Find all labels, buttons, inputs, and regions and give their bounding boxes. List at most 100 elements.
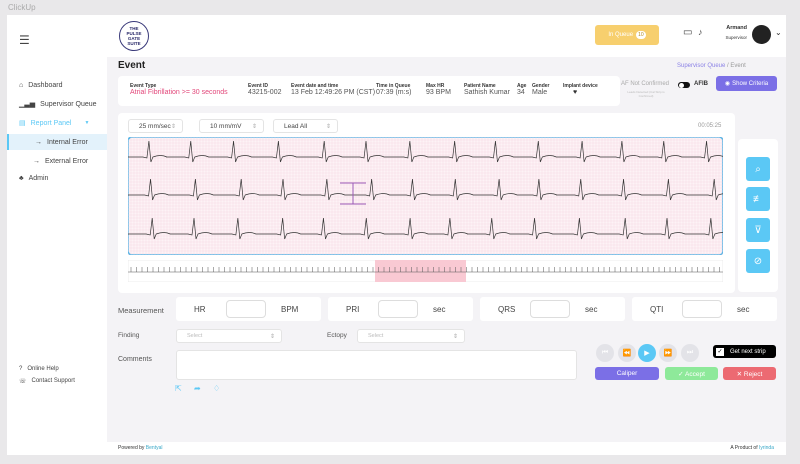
event-field: Event Type Atrial Fibrillation >= 30 seco… [130,83,228,96]
event-field-label: Patient Name [464,83,496,89]
event-info-card: Event Type Atrial Fibrillation >= 30 seco… [118,76,620,106]
caliper-button[interactable]: Caliper [595,367,659,380]
message-icon[interactable]: ▭ [683,27,693,38]
sidebar-item-admin[interactable]: ♣ Admin [7,170,107,186]
af-status: AF Not Confirmed [621,81,670,87]
get-next-strip-checkbox[interactable]: ✓ Get next strip [713,345,776,358]
breadcrumb-link[interactable]: Supervisor Queue [677,63,726,69]
in-queue-label: In Queue [608,32,634,38]
event-field-label: Event Type [130,83,157,89]
app-window: ☰ ⌂ Dashboard ▁▃▅ Supervisor Queue ▤ Report… [7,15,786,455]
event-field: Event date and time 13 Feb 12:49:26 PM (C… [291,83,375,96]
breadcrumb-separator: / [725,63,731,69]
org-chart-icon: ♣ [19,174,24,182]
finding-placeholder: Select [187,333,203,339]
ectopy-select[interactable]: Select ⇕ [357,329,465,343]
skip-end-icon[interactable]: ⏭ [681,344,699,362]
in-queue-button[interactable]: In Queue 10 [595,25,659,45]
sidebar-item-label: Dashboard [28,81,63,89]
online-help-link[interactable]: ? Online Help [7,361,107,377]
ecg-grid-bg [128,137,723,255]
fast-forward-icon[interactable]: ⏩ [659,344,677,362]
event-field-value: Atrial Fibrillation >= 30 seconds [130,89,228,96]
measure-unit: BPM [281,305,299,314]
home-icon: ⌂ [19,81,24,89]
sidebar-item-dashboard[interactable]: ⌂ Dashboard [7,77,107,93]
event-field-label: Event ID [248,83,269,89]
event-field-label: Age [517,83,527,89]
event-field-value: 07:39 (m:s) [376,89,412,96]
sidebar-item-label: Internal Error [47,138,88,146]
measure-name: QTI [650,305,664,314]
help-icon: ? [19,366,23,372]
ecg-trace [128,217,723,240]
overview-selection[interactable] [375,260,466,282]
sidebar-item-external-error[interactable]: → External Error [7,153,107,169]
eye-icon: ◉ [724,81,731,87]
export-icon[interactable]: ⇱ [175,384,182,393]
hr-input[interactable] [226,300,266,318]
event-field-label: Gender [532,83,550,89]
filter-edit-icon[interactable]: ≢ [746,187,770,211]
reject-button[interactable]: ✕ Reject [723,367,776,380]
finding-select[interactable]: Select ⇕ [176,329,282,343]
event-field-value: 43215-002 [248,89,282,96]
event-field: Gender Male [532,83,550,96]
lead-select[interactable]: Lead All ⇕ [273,119,338,133]
arrow-right-icon: → [33,157,40,165]
chevron-down-icon[interactable]: ⌄ [775,28,782,37]
event-field-label: Implant device [563,83,598,89]
bell-icon[interactable]: ♪ [698,27,703,37]
share-icon[interactable]: ➦ [194,384,201,393]
event-field: Age 34 [517,83,526,96]
user-name: Armand [726,25,747,31]
filter-clear-icon[interactable]: ⊽ [746,218,770,242]
sidebar-item-internal-error[interactable]: → Internal Error [7,134,107,150]
qti-measure: QTI sec [632,297,777,321]
afib-label: AFIB [694,81,708,87]
ectopy-label: Ectopy [327,332,347,339]
in-queue-count: 10 [636,31,646,39]
event-field: Time in Queue 07:39 (m:s) [376,83,411,96]
pri-measure: PRI sec [328,297,473,321]
sidebar-footer-label: Online Help [27,366,59,372]
qrs-input[interactable] [530,300,570,318]
comments-input[interactable] [176,350,577,380]
avatar[interactable] [752,25,771,44]
caliper-marker[interactable] [340,182,366,205]
breadcrumb: Supervisor Queue / Event [677,63,746,69]
event-field: Event ID 43215-002 [248,83,281,96]
headset-icon: ☏ [19,378,27,385]
skip-start-icon[interactable]: ⏮ [596,344,614,362]
strip-time: 00:05:25 [698,123,722,129]
ecg-strip[interactable] [128,137,723,255]
event-field-label: Max HR [426,83,445,89]
event-field-label: Event date and time [291,83,339,89]
play-icon[interactable]: ▶ [638,344,656,362]
qti-input[interactable] [682,300,722,318]
tool-panel: ⌕ ≢ ⊽ ⊘ [738,139,778,292]
comments-label: Comments [118,356,152,363]
eye-off-icon[interactable]: ⊘ [746,249,770,273]
zoom-search-icon[interactable]: ⌕ [746,157,770,181]
app-title: ClickUp [8,3,36,12]
contact-support-link[interactable]: ☏ Contact Support [7,373,107,389]
speed-select[interactable]: 25 mm/sec ⇕ [128,119,183,133]
sidebar-item-report-panel[interactable]: ▤ Report Panel ▼ [7,115,107,131]
gain-select[interactable]: 10 mm/mV ⇕ [199,119,264,133]
ecg-overview-strip[interactable] [128,260,723,282]
arrow-right-icon: → [35,138,42,146]
sidebar-item-supervisor-queue[interactable]: ▁▃▅ Supervisor Queue [7,96,107,112]
pri-input[interactable] [378,300,418,318]
afib-toggle[interactable] [678,82,690,88]
rewind-icon[interactable]: ⏪ [618,344,636,362]
accept-button[interactable]: ✓ Accept [665,367,718,380]
show-criteria-button[interactable]: ◉ Show Criteria [716,76,777,91]
get-next-strip-label: Get next strip [730,348,766,355]
gain-value: 10 mm/mV [210,122,242,130]
powered-brand: Bentyal [145,445,163,451]
hamburger-menu-icon[interactable]: ☰ [19,33,30,47]
product-of: A Product of Iyrinda [730,445,774,451]
ecg-trace [128,140,723,163]
bell-outline-icon[interactable]: ♢ [213,384,221,393]
